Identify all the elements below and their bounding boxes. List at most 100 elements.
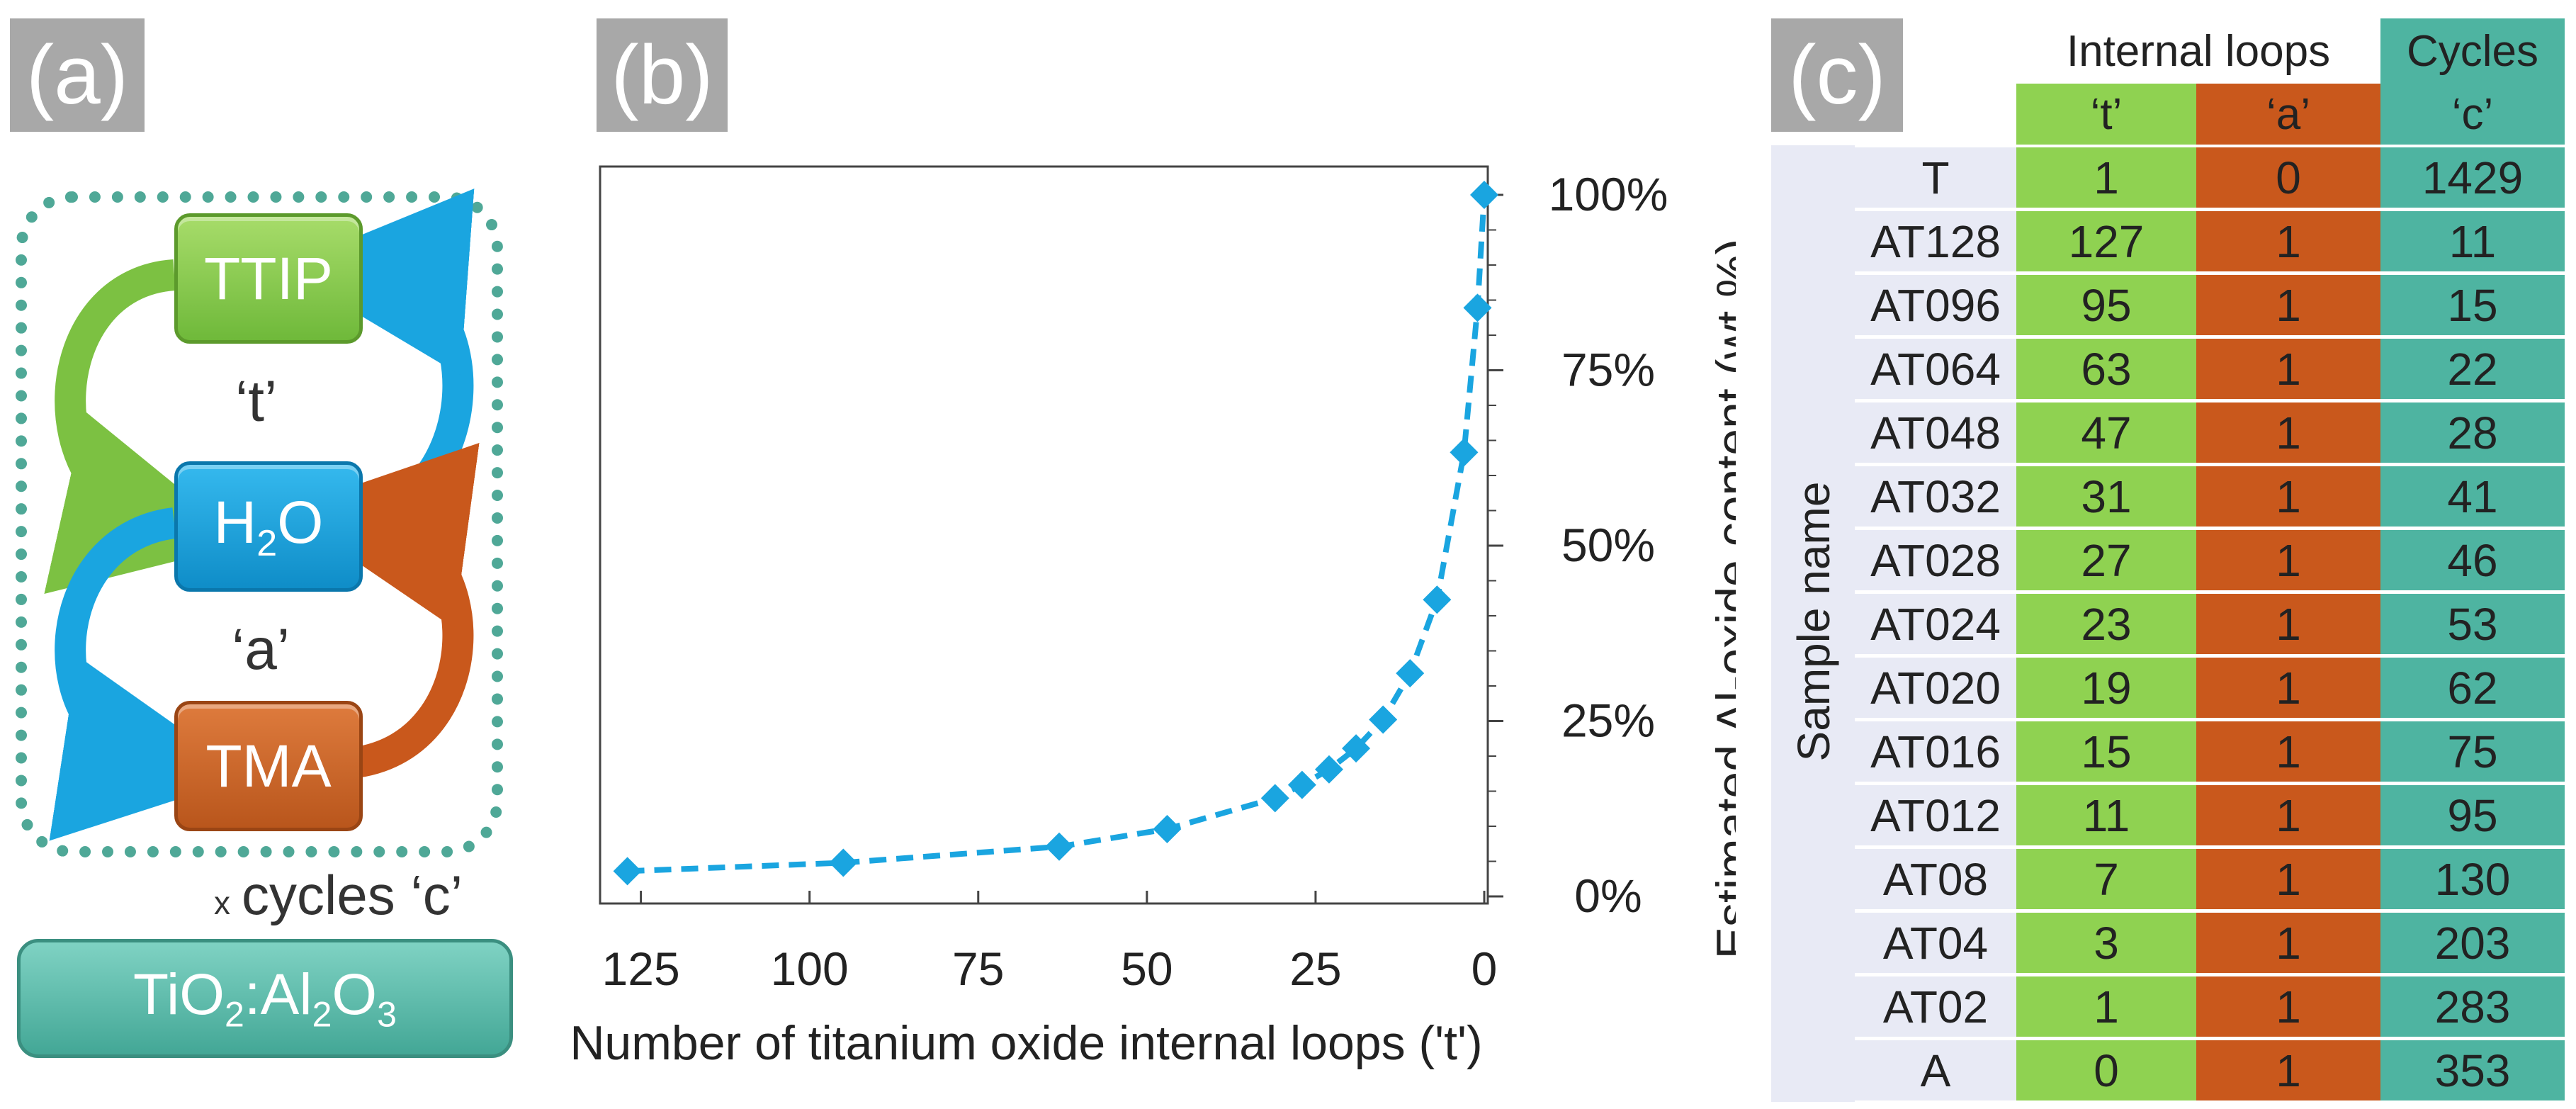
h2o-reactant-box: H2O xyxy=(174,461,363,592)
result-formula: TiO2:Al2O3 xyxy=(133,962,397,1035)
cycles-text: cycles ‘c’ xyxy=(242,864,463,926)
t-loops-cell: 1 xyxy=(2016,145,2196,208)
sample-name-cell: AT04 xyxy=(1855,911,2016,973)
cycles-cell: 1429 xyxy=(2380,145,2565,208)
x-tick-label: 50 xyxy=(1121,942,1173,995)
data-point-marker xyxy=(1287,770,1316,799)
tma-label: TMA xyxy=(205,732,332,799)
data-point-marker xyxy=(1260,784,1289,813)
y-axis-title: Estimated Al-oxide content (wt.%) xyxy=(1707,239,1736,959)
data-point-marker xyxy=(1045,832,1074,861)
row-header-sample-name: Sample name xyxy=(1788,481,1839,762)
y-tick-label: 50% xyxy=(1561,519,1655,571)
data-point-marker xyxy=(613,857,642,886)
t-loops-cell: 11 xyxy=(2016,783,2196,845)
data-point-marker xyxy=(1450,438,1479,467)
t-loops-cell: 95 xyxy=(2016,273,2196,335)
cycles-cell: 11 xyxy=(2380,209,2565,271)
data-point-marker xyxy=(1369,705,1398,734)
sample-name-cell: AT020 xyxy=(1855,655,2016,718)
cycles-label: x cycles ‘c’ xyxy=(214,863,463,928)
a-loops-cell: 1 xyxy=(2196,1038,2380,1100)
sample-name-cell: AT08 xyxy=(1855,847,2016,909)
x-tick-label: 125 xyxy=(602,942,680,995)
t-loops-cell: 3 xyxy=(2016,911,2196,973)
a-loops-cell: 1 xyxy=(2196,400,2380,463)
data-point-marker xyxy=(1342,734,1371,763)
sample-name-cell: AT028 xyxy=(1855,528,2016,590)
row-header-band xyxy=(1771,145,1855,1102)
a-loops-cell: 0 xyxy=(2196,145,2380,208)
a-loops-cell: 1 xyxy=(2196,337,2380,399)
a-loops-cell: 1 xyxy=(2196,974,2380,1037)
plot-frame xyxy=(599,165,1489,905)
a-loops-cell: 1 xyxy=(2196,719,2380,782)
loop-t-label: ‘t’ xyxy=(235,369,278,434)
cycles-cell: 353 xyxy=(2380,1038,2565,1100)
al-oxide-chart: 125 100 75 50 25 0 0% 25% 50% 75% 100% Number of ti… xyxy=(570,165,1736,1070)
t-loops-cell: 27 xyxy=(2016,528,2196,590)
panel-c-label: (c) xyxy=(1771,18,1903,132)
header-cycles: Cycles xyxy=(2380,18,2565,84)
a-loops-cell: 1 xyxy=(2196,783,2380,845)
a-loops-cell: 1 xyxy=(2196,911,2380,973)
data-point-marker xyxy=(1396,659,1425,688)
a-loops-cell: 1 xyxy=(2196,528,2380,590)
t-loops-cell: 127 xyxy=(2016,209,2196,271)
t-loops-cell: 23 xyxy=(2016,592,2196,654)
sample-name-cell: AT012 xyxy=(1855,783,2016,845)
x-tick-label: 100 xyxy=(771,942,849,995)
sample-name-cell: AT096 xyxy=(1855,273,2016,335)
x-tick-label: 75 xyxy=(952,942,1004,995)
cycles-cell: 203 xyxy=(2380,911,2565,973)
cycles-cell: 95 xyxy=(2380,783,2565,845)
sample-name-cell: AT128 xyxy=(1855,209,2016,271)
series-line xyxy=(627,194,1487,874)
arrow-ttip-to-h2o xyxy=(44,259,247,594)
y-tick-label: 25% xyxy=(1561,694,1655,747)
h2o-label: H2O xyxy=(213,489,324,564)
t-loops-cell: 19 xyxy=(2016,655,2196,718)
a-loops-cell: 1 xyxy=(2196,847,2380,909)
x-tick-label: 25 xyxy=(1289,942,1341,995)
result-material-box: TiO2:Al2O3 xyxy=(17,939,513,1058)
arrow-tma-to-h2o xyxy=(281,443,480,778)
sample-name-cell: AT064 xyxy=(1855,337,2016,399)
header-col-c: ‘c’ xyxy=(2380,84,2565,145)
cycles-cell: 41 xyxy=(2380,464,2565,527)
data-point-marker xyxy=(1423,585,1452,614)
a-loops-cell: 1 xyxy=(2196,209,2380,271)
arrow-h2o-to-ttip xyxy=(281,188,475,539)
loop-a-label: ‘a’ xyxy=(232,617,290,682)
data-point-marker xyxy=(1153,814,1182,843)
t-loops-cell: 47 xyxy=(2016,400,2196,463)
cycles-cell: 46 xyxy=(2380,528,2565,590)
ttip-label: TTIP xyxy=(204,244,333,312)
y-tick-label: 100% xyxy=(1549,168,1668,220)
arrow-h2o-to-tma xyxy=(49,507,249,841)
t-loops-cell: 15 xyxy=(2016,719,2196,782)
cycles-cell: 130 xyxy=(2380,847,2565,909)
cycles-cell: 283 xyxy=(2380,974,2565,1037)
x-tick-label: 0 xyxy=(1471,942,1498,995)
cycles-cell: 62 xyxy=(2380,655,2565,718)
cycles-cell: 22 xyxy=(2380,337,2565,399)
t-loops-cell: 31 xyxy=(2016,464,2196,527)
t-loops-cell: 63 xyxy=(2016,337,2196,399)
y-tick-label: 75% xyxy=(1561,344,1655,396)
a-loops-cell: 1 xyxy=(2196,464,2380,527)
sample-name-cell: AT032 xyxy=(1855,464,2016,527)
x-axis-title: Number of titanium oxide internal loops … xyxy=(570,1016,1482,1070)
cycles-cell: 28 xyxy=(2380,400,2565,463)
process-arrows xyxy=(44,188,480,841)
data-point-marker xyxy=(1470,181,1498,209)
cycles-cell: 75 xyxy=(2380,719,2565,782)
sample-name-cell: T xyxy=(1855,145,2016,208)
data-point-marker xyxy=(1314,755,1343,784)
data-point-marker xyxy=(829,848,858,877)
cycles-multiplier: x xyxy=(214,884,230,921)
sample-name-cell: AT048 xyxy=(1855,400,2016,463)
y-tick-label: 0% xyxy=(1574,869,1642,922)
cycles-cell: 15 xyxy=(2380,273,2565,335)
data-point-marker xyxy=(1463,293,1492,322)
